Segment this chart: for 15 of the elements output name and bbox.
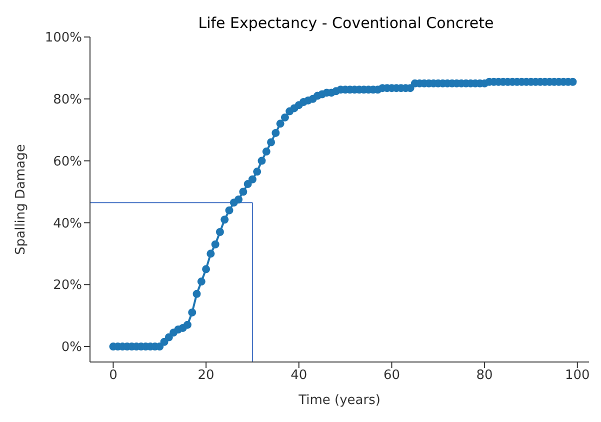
y-tick-label: 40% xyxy=(53,216,82,232)
x-tick-label: 20 xyxy=(198,368,214,384)
x-tick-label: 0 xyxy=(109,368,118,384)
y-tick-label: 0% xyxy=(61,340,82,356)
x-tick-label: 60 xyxy=(383,368,400,384)
x-tick-label: 100 xyxy=(564,368,590,384)
y-tick-label: 60% xyxy=(53,154,82,170)
y-tick-label: 80% xyxy=(53,92,82,108)
y-tick-label: 20% xyxy=(53,278,82,294)
x-tick-label: 80 xyxy=(476,368,493,384)
y-tick-label: 100% xyxy=(44,30,82,46)
x-axis-title: Time (years) xyxy=(298,393,380,408)
chart-title: Life Expectancy - Coventional Concrete xyxy=(197,14,495,32)
x-tick-label: 40 xyxy=(290,368,308,384)
y-axis-title: Spalling Damage xyxy=(14,144,29,255)
